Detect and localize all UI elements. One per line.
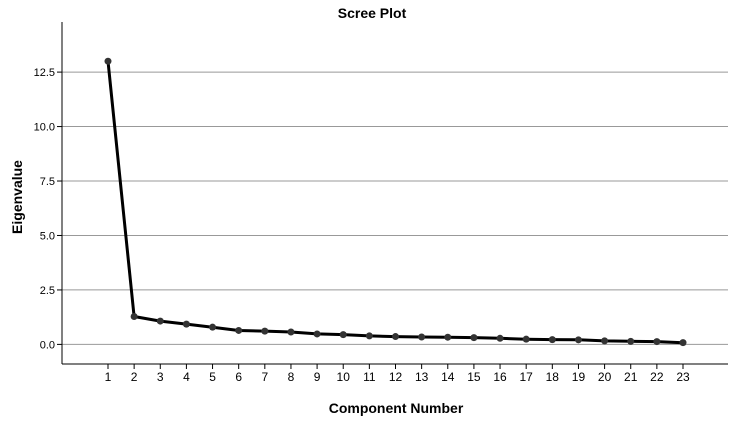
y-tick-label: 0.0 — [40, 339, 55, 351]
series-eigenvalues — [104, 57, 687, 347]
x-tick-label: 4 — [183, 370, 190, 384]
data-point — [444, 333, 452, 341]
data-point — [470, 334, 478, 342]
data-point — [104, 57, 112, 65]
x-tick-label: 18 — [546, 370, 560, 384]
y-tick-label: 2.5 — [40, 285, 55, 297]
x-tick-label: 7 — [261, 370, 268, 384]
x-tick-label: 9 — [314, 370, 321, 384]
y-tick-label: 5.0 — [40, 230, 55, 242]
x-tick-label: 16 — [493, 370, 507, 384]
data-point — [182, 320, 190, 328]
x-tick-label: 21 — [624, 370, 638, 384]
data-point — [287, 328, 295, 336]
x-tick-label: 2 — [131, 370, 138, 384]
x-tick-label: 5 — [209, 370, 216, 384]
data-point — [627, 337, 635, 345]
x-tick-label: 20 — [598, 370, 612, 384]
data-point — [548, 336, 556, 344]
data-point — [130, 313, 138, 321]
x-tick-label: 15 — [467, 370, 481, 384]
x-tick-label: 13 — [415, 370, 429, 384]
y-tick-label: 10.0 — [34, 122, 55, 134]
y-tick-label: 7.5 — [40, 176, 55, 188]
x-tick-label: 12 — [389, 370, 403, 384]
data-point — [156, 317, 164, 325]
x-tick-label: 14 — [441, 370, 455, 384]
data-point — [365, 332, 373, 340]
axes — [61, 22, 728, 369]
x-tick-label: 22 — [650, 370, 664, 384]
data-point — [418, 333, 426, 341]
x-tick-label: 10 — [337, 370, 351, 384]
data-point — [209, 323, 217, 331]
x-tick-labels: 1 2 3 4 5 6 7 8 9 10 11 12 13 14 15 16 17 18 19 20 21 22 23 — [105, 370, 690, 384]
x-tick-label: 11 — [363, 370, 376, 384]
x-tick-label: 1 — [105, 370, 112, 384]
y-axis-label: Eigenvalue — [9, 160, 25, 234]
data-point — [261, 327, 269, 335]
data-point — [235, 326, 243, 334]
data-point — [496, 334, 504, 342]
x-tick-label: 17 — [520, 370, 534, 384]
data-point — [392, 333, 399, 341]
x-tick-label: 3 — [157, 370, 164, 384]
y-tick-labels: 0.0 2.5 5.0 7.5 10.0 12.5 — [34, 67, 55, 351]
data-point — [574, 336, 582, 344]
gridlines — [57, 71, 728, 345]
chart-title: Scree Plot — [338, 5, 407, 21]
data-point — [522, 335, 530, 343]
data-point — [339, 331, 347, 339]
y-tick-label: 12.5 — [34, 67, 55, 79]
data-point — [653, 338, 661, 346]
data-point — [601, 337, 609, 345]
x-tick-label: 19 — [572, 370, 586, 384]
data-point — [679, 339, 687, 347]
series-line — [106, 61, 684, 345]
x-tick-label: 6 — [235, 370, 242, 384]
x-tick-label: 23 — [676, 370, 690, 384]
data-point — [313, 330, 321, 338]
x-tick-label: 8 — [288, 370, 295, 384]
x-axis-label: Component Number — [329, 400, 464, 416]
